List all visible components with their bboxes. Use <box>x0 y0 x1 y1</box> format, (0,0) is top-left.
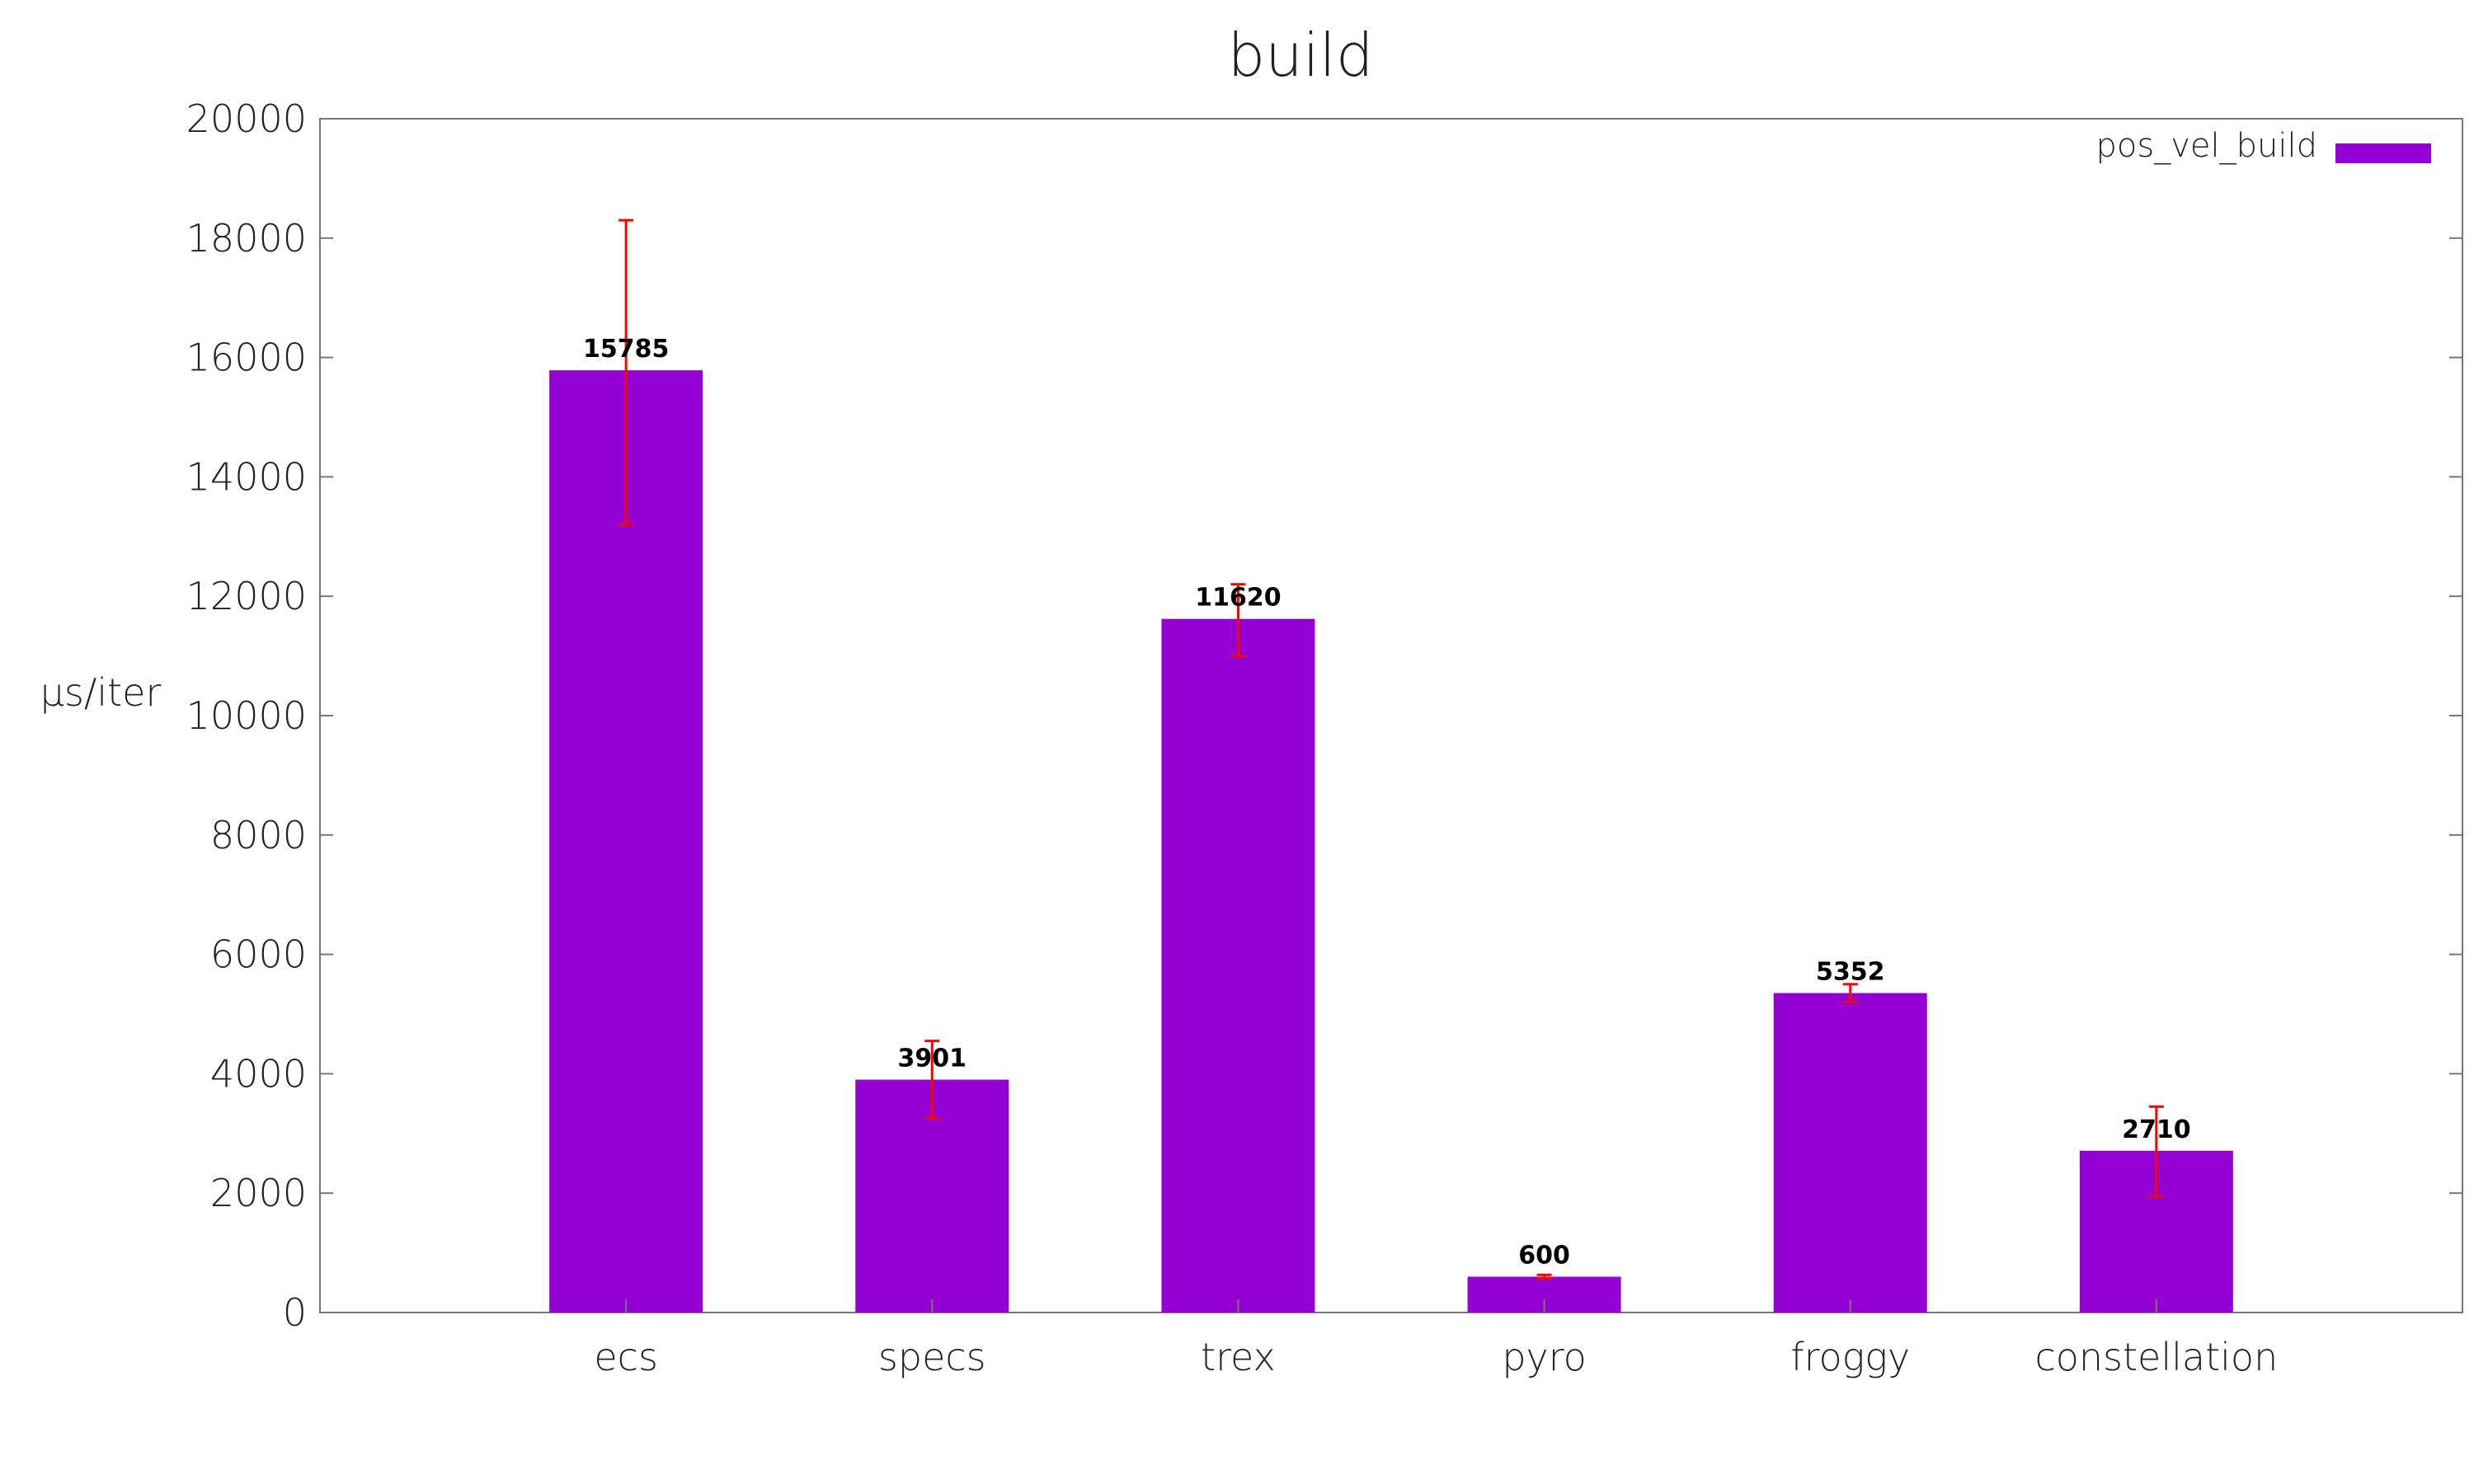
y-tick-label: 18000 <box>186 216 307 261</box>
bar-value-label: 2710 <box>2122 1115 2191 1144</box>
legend-label: pos_vel_build <box>2096 127 2317 165</box>
y-tick-label: 4000 <box>210 1051 307 1096</box>
bar <box>1773 993 1927 1313</box>
legend-swatch <box>2335 143 2431 163</box>
y-tick-label: 6000 <box>210 932 307 977</box>
y-tick-label: 2000 <box>210 1171 307 1215</box>
y-tick-label: 20000 <box>186 96 307 141</box>
bar-value-labels: 15785 3901 11620 600 5352 2710 <box>583 335 2191 1270</box>
y-tick-label: 0 <box>283 1290 307 1335</box>
x-tick-label: ecs <box>594 1335 658 1379</box>
x-axis-ticks: ecs specs trex pyro froggy constellation <box>594 1299 2278 1379</box>
x-tick-label: specs <box>878 1335 986 1379</box>
error-bars <box>618 218 2164 1280</box>
chart-title: build <box>1227 21 1373 90</box>
y-tick-label: 12000 <box>186 574 307 618</box>
bar-value-label: 11620 <box>1195 584 1281 613</box>
x-tick-label: pyro <box>1502 1335 1586 1379</box>
y-tick-label: 10000 <box>186 693 307 738</box>
y-tick-label: 16000 <box>186 336 307 380</box>
legend: pos_vel_build <box>2096 127 2431 165</box>
x-tick-label: trex <box>1201 1335 1276 1379</box>
y-tick-label: 14000 <box>186 454 307 499</box>
bar-value-label: 15785 <box>583 335 669 364</box>
y-axis-label: µs/iter <box>40 670 162 715</box>
bar-value-label: 600 <box>1518 1242 1570 1270</box>
x-tick-label: froggy <box>1790 1335 1910 1379</box>
bar-value-label: 3901 <box>898 1045 967 1073</box>
x-tick-label: constellation <box>2034 1335 2278 1379</box>
bar <box>549 370 703 1313</box>
bar <box>1161 618 1315 1313</box>
bar-value-label: 5352 <box>1816 958 1885 987</box>
y-tick-label: 8000 <box>210 813 307 857</box>
y-axis-ticks: 0 2000 4000 6000 8000 10000 12000 14000 16000 180… <box>186 96 2462 1335</box>
bars <box>549 370 2233 1313</box>
